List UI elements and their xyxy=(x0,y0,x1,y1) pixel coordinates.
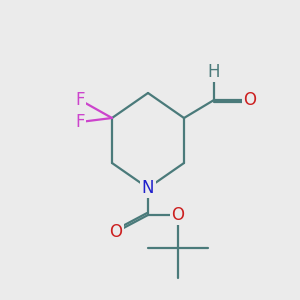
Text: N: N xyxy=(142,179,154,197)
Text: O: O xyxy=(110,223,122,241)
Text: H: H xyxy=(208,63,220,81)
Text: O: O xyxy=(172,206,184,224)
Text: F: F xyxy=(75,113,85,131)
Text: O: O xyxy=(244,91,256,109)
Text: F: F xyxy=(75,91,85,109)
